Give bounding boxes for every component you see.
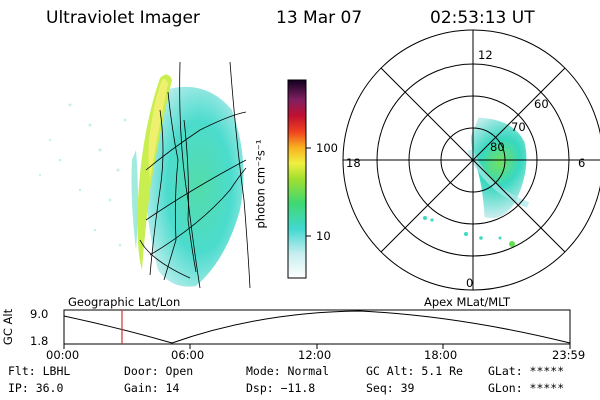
altitude-ytick-high: 9.0 <box>30 307 49 321</box>
status-glon: GLon: ***** <box>488 381 565 395</box>
altitude-xtick-1200: 12:00 <box>298 348 332 362</box>
mlt-label-6: 6 <box>578 156 586 170</box>
status-mode: Mode: Normal <box>246 364 330 378</box>
instrument-title: Ultraviolet Imager <box>46 8 200 28</box>
status-gc-alt: GC Alt: 5.1 Re <box>366 364 463 378</box>
mlat-label-60: 60 <box>534 97 549 111</box>
altitude-xtick-0600: 06:00 <box>171 348 205 362</box>
altitude-xtick-2359: 23:59 <box>552 348 586 362</box>
colorbar <box>287 79 311 279</box>
altitude-ytick-low: 1.8 <box>30 334 49 348</box>
status-glat: GLat: ***** <box>488 364 565 378</box>
mlat-label-80: 80 <box>490 140 505 154</box>
altitude-plot <box>63 309 571 349</box>
status-dsp: Dsp: −11.8 <box>246 381 316 395</box>
altitude-ylabel: GC Alt <box>1 308 16 346</box>
image-time: 02:53:13 UT <box>430 8 535 28</box>
status-ip: IP: 36.0 <box>8 381 64 395</box>
colorbar-unit-label: photon cm⁻²s⁻¹ <box>253 139 268 229</box>
altitude-xtick-1800: 18:00 <box>424 348 458 362</box>
status-gain: Gain: 14 <box>124 381 180 395</box>
mlt-label-0: 0 <box>466 276 474 290</box>
mlat-label-70: 70 <box>511 120 526 134</box>
mlt-label-18: 18 <box>346 156 361 170</box>
image-date: 13 Mar 07 <box>276 8 363 28</box>
mlt-label-12: 12 <box>478 48 493 62</box>
colorbar-tick-100: 100 <box>316 141 338 155</box>
colorbar-tick-10: 10 <box>316 229 331 243</box>
status-door: Door: Open <box>124 364 194 378</box>
apex-panel-label: Apex MLat/MLT <box>424 295 511 309</box>
geographic-image <box>38 61 251 289</box>
status-flt: Flt: LBHL <box>8 364 71 378</box>
status-seq: Seq: 39 <box>366 381 415 395</box>
altitude-xtick-0000: 00:00 <box>46 348 80 362</box>
polar-plot <box>342 29 600 291</box>
geographic-panel-label: Geographic Lat/Lon <box>68 295 181 309</box>
